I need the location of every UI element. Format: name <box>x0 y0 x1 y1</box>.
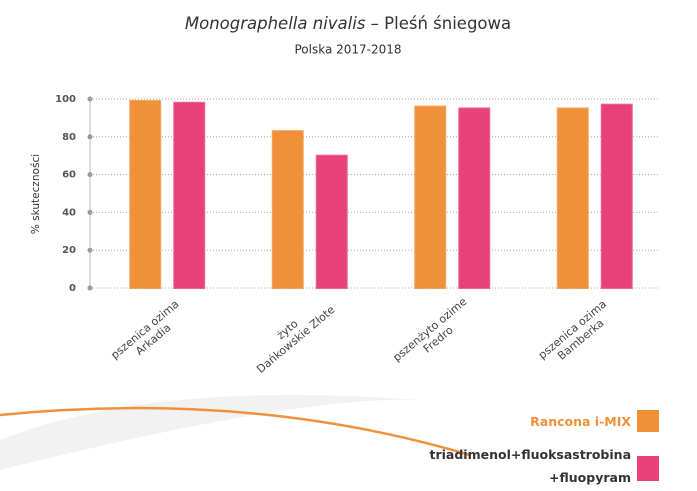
decor-curve <box>0 406 471 457</box>
y-axis-label: % skuteczności <box>30 154 42 234</box>
bar <box>414 105 447 289</box>
y-tick-label: 20 <box>62 245 76 256</box>
y-tick-label: 100 <box>55 94 76 105</box>
bar <box>173 101 206 289</box>
legend-label: Rancona i-MIX <box>530 414 631 429</box>
y-tick-label: 40 <box>62 207 76 218</box>
bar <box>129 99 162 289</box>
title-name: – Pleśń śniegowa <box>371 14 511 33</box>
x-tick-line: Dańkowskie Złote <box>254 303 337 376</box>
y-tick-label: 80 <box>62 132 76 143</box>
bar <box>271 130 304 289</box>
legend-label: triadimenol+fluoksastrobina +fluopyram <box>429 447 631 485</box>
title-species: Monographella nivalis <box>185 14 366 33</box>
decor-swoosh <box>0 395 420 470</box>
y-tick-label: 60 <box>62 170 76 181</box>
chart-subtitle: Polska 2017-2018 <box>294 43 401 57</box>
bar <box>458 107 491 289</box>
bar <box>600 103 633 289</box>
legend-swatch <box>637 456 659 481</box>
y-tick-label: 0 <box>69 283 76 294</box>
legend-swatch <box>637 410 659 432</box>
bar <box>556 107 589 289</box>
chart-title: Monographella nivalis – Pleśń śniegowa <box>185 14 511 33</box>
bar <box>315 154 348 289</box>
